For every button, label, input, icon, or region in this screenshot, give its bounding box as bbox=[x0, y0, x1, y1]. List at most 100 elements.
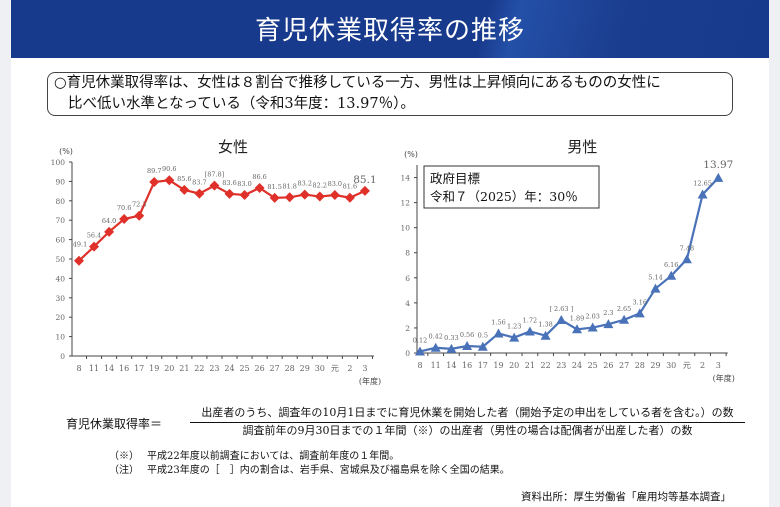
data-point bbox=[556, 315, 567, 325]
x-tick-label: 2 bbox=[347, 364, 352, 373]
x-tick-label: 16 bbox=[462, 361, 472, 370]
x-tick-label: 24 bbox=[224, 364, 234, 373]
data-label: 1.56 bbox=[491, 318, 505, 326]
x-tick-label: 27 bbox=[270, 364, 280, 373]
data-label: 85.6 bbox=[177, 175, 191, 183]
data-point bbox=[603, 319, 614, 329]
x-tick-label: 29 bbox=[650, 361, 660, 370]
data-label: 83.0 bbox=[237, 180, 251, 188]
x-tick-label: 23 bbox=[209, 364, 219, 373]
data-label: 5.14 bbox=[648, 274, 662, 282]
data-point bbox=[509, 332, 520, 342]
y-tick-label: 30 bbox=[55, 294, 65, 303]
chart-title: 女性 bbox=[218, 138, 248, 156]
y-tick-label: 4 bbox=[405, 299, 410, 308]
x-tick-label: 2 bbox=[700, 361, 705, 370]
y-tick-label: 12 bbox=[400, 199, 410, 208]
x-tick-label: 11 bbox=[431, 361, 441, 370]
x-tick-label: 24 bbox=[572, 361, 582, 370]
x-tick-label: 21 bbox=[179, 364, 189, 373]
data-label: 83.6 bbox=[222, 179, 236, 187]
data-label: 90.6 bbox=[162, 165, 176, 173]
x-tick-label: 21 bbox=[525, 361, 535, 370]
data-point bbox=[269, 192, 280, 203]
data-point bbox=[344, 192, 355, 203]
x-axis-label: (年度) bbox=[359, 376, 381, 386]
x-tick-label: 26 bbox=[603, 361, 613, 370]
data-label: 0.56 bbox=[460, 331, 474, 339]
data-label: 83.7 bbox=[192, 179, 206, 187]
x-tick-label: 20 bbox=[164, 364, 174, 373]
x-tick-label: 28 bbox=[635, 361, 645, 370]
data-point bbox=[713, 172, 724, 182]
data-point bbox=[430, 342, 441, 352]
data-label: 70.6 bbox=[117, 204, 131, 212]
x-tick-label: 25 bbox=[588, 361, 598, 370]
x-tick-label: 20 bbox=[509, 361, 519, 370]
data-point bbox=[194, 188, 205, 199]
data-point bbox=[329, 189, 340, 200]
formula-numerator: 出産者のうち、調査年の10月1日までに育児休業を開始した者（開始予定の申出をして… bbox=[190, 404, 745, 423]
note-text: 平成23年度の［ ］内の割合は、岩手県、宮城県及び福島県を除く全国の結果。 bbox=[147, 465, 510, 476]
data-point bbox=[359, 185, 370, 196]
x-tick-label: 16 bbox=[119, 364, 129, 373]
source-credit: 資料出所：厚生労働省「雇用均等基本調査」 bbox=[521, 491, 731, 503]
data-point bbox=[572, 324, 582, 334]
y-tick-label: 90 bbox=[55, 177, 65, 186]
data-label: 85.1 bbox=[353, 174, 376, 186]
x-tick-label: 28 bbox=[285, 364, 295, 373]
data-point bbox=[697, 189, 708, 199]
data-label: 72.3 bbox=[132, 201, 146, 209]
data-point bbox=[89, 241, 100, 252]
data-label: 89.7 bbox=[147, 167, 161, 175]
notes: （※） 平成22年度以前調査においては、調査前年度の１年間。 （注） 平成23年度の… bbox=[109, 450, 510, 478]
page-title: 育児休業取得率の推移 bbox=[254, 16, 525, 46]
data-point bbox=[666, 270, 677, 280]
y-tick-label: 60 bbox=[55, 236, 65, 245]
y-tick-label: 6 bbox=[405, 274, 410, 283]
data-label: 2.3 bbox=[603, 309, 613, 317]
y-tick-label: 100 bbox=[51, 158, 66, 167]
note-mark: （※） bbox=[109, 451, 139, 462]
note-row: （注） 平成23年度の［ ］内の割合は、岩手県、宮城県及び福島県を除く全国の結果。 bbox=[109, 464, 510, 478]
x-tick-label: 14 bbox=[446, 361, 456, 370]
x-tick-label: 22 bbox=[541, 361, 551, 370]
y-tick-label: 20 bbox=[55, 313, 65, 322]
y-axis-label: (%) bbox=[59, 147, 73, 156]
formula-denominator: 調査前年の9月30日までの１年間（※）の出産者（男性の場合は配偶者が出産した者）… bbox=[242, 424, 693, 437]
y-tick-label: 8 bbox=[405, 249, 410, 258]
x-tick-label: 22 bbox=[194, 364, 204, 373]
data-point bbox=[446, 343, 457, 353]
government-target-value: 令和７（2025）年：30％ bbox=[430, 189, 578, 204]
data-point bbox=[314, 191, 325, 202]
data-label: 56.4 bbox=[87, 232, 101, 240]
x-tick-label: 元 bbox=[683, 361, 691, 370]
data-label: 2.65 bbox=[617, 305, 631, 313]
x-tick-label: 27 bbox=[619, 361, 629, 370]
data-point bbox=[239, 189, 250, 200]
data-point bbox=[104, 226, 115, 237]
data-point bbox=[149, 176, 160, 187]
formula: 育児休業取得率＝ 出産者のうち、調査年の10月1日までに育児休業を開始した者（開… bbox=[66, 404, 756, 444]
data-point bbox=[587, 322, 598, 332]
x-tick-label: 29 bbox=[300, 364, 310, 373]
female-chart: 女性 (%) 0 10 20 30 40 50 60 70 80 90 100 8 11 14 16 17 19 20… bbox=[51, 138, 381, 386]
data-label: 83.2 bbox=[298, 180, 312, 188]
data-label: 6.16 bbox=[664, 261, 678, 269]
data-label: 82.2 bbox=[313, 182, 327, 190]
data-label: 1.89 bbox=[570, 314, 584, 322]
data-point bbox=[284, 192, 295, 203]
data-label: 64.0 bbox=[102, 217, 116, 225]
data-point bbox=[164, 175, 175, 186]
header-bar: 育児休業取得率の推移 bbox=[11, 0, 769, 58]
data-label: [87.8] bbox=[205, 171, 225, 179]
summary-box: ○育児休業取得率は、女性は８割台で推移している一方、男性は上昇傾向にあるものの女… bbox=[47, 72, 733, 116]
data-label: 49.1 bbox=[73, 241, 87, 249]
y-tick-label: 70 bbox=[55, 216, 65, 225]
data-point bbox=[415, 346, 425, 356]
data-point bbox=[119, 214, 130, 225]
data-label: 81.6 bbox=[343, 183, 357, 191]
y-tick-label: 0 bbox=[60, 352, 65, 361]
data-label: 81.5 bbox=[267, 183, 281, 191]
y-tick-label: 10 bbox=[55, 333, 65, 342]
